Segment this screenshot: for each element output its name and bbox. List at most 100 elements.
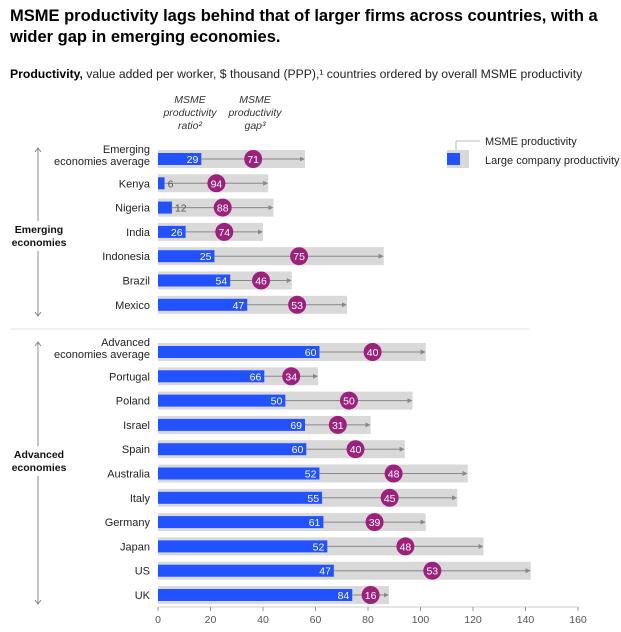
group-bracket-arrow-up bbox=[34, 147, 42, 153]
country-label: Advanced bbox=[101, 337, 150, 349]
ratio-label: 6 bbox=[168, 178, 174, 190]
msme-bar bbox=[158, 418, 305, 431]
msme-bar bbox=[158, 564, 334, 577]
gap-label: 39 bbox=[369, 517, 381, 529]
msme-bar bbox=[158, 491, 323, 504]
gap-label: 50 bbox=[343, 396, 355, 408]
gap-circle bbox=[252, 271, 271, 290]
country-label: economies average bbox=[54, 156, 150, 168]
ratio-label: 55 bbox=[307, 493, 319, 505]
msme-bar bbox=[158, 540, 328, 553]
ratio-label: 12 bbox=[175, 203, 187, 215]
x-axis-tick-label: 40 bbox=[257, 614, 269, 626]
ratio-label: 25 bbox=[200, 251, 212, 263]
gap-label: 48 bbox=[388, 469, 400, 481]
gap-circle bbox=[361, 586, 380, 604]
subtitle-bold: Productivity, bbox=[10, 67, 83, 81]
legend-large-label: Large company productivity bbox=[485, 155, 620, 167]
gap-circle bbox=[328, 415, 347, 434]
gap-circle bbox=[213, 198, 232, 217]
ratio-label: 52 bbox=[313, 541, 325, 553]
ratio-label: 84 bbox=[338, 590, 350, 602]
chart-subtitle: Productivity, value added per worker, $ … bbox=[10, 66, 615, 82]
x-axis-tick-label: 160 bbox=[569, 614, 587, 626]
legend-msme-swatch bbox=[447, 153, 460, 165]
msme-bar bbox=[158, 443, 307, 456]
gap-header-line: gap³ bbox=[244, 120, 266, 132]
ratio-label: 61 bbox=[309, 517, 321, 529]
chart-title: MSME productivity lags behind that of la… bbox=[10, 7, 598, 46]
ratio-label: 47 bbox=[319, 566, 331, 578]
gap-label: 31 bbox=[332, 420, 344, 432]
country-label: US bbox=[135, 566, 150, 578]
group-bracket-arrow-up bbox=[34, 341, 42, 347]
gap-label: 40 bbox=[367, 347, 379, 359]
msme-bar bbox=[158, 516, 324, 529]
x-axis-tick-label: 20 bbox=[205, 614, 217, 626]
ratio-label: 66 bbox=[250, 371, 262, 383]
gap-circle bbox=[282, 367, 301, 386]
x-axis-tick-label: 0 bbox=[155, 614, 161, 626]
gap-header-line: MSME bbox=[239, 94, 271, 106]
msme-bar bbox=[158, 298, 248, 311]
group-label-backdrop bbox=[6, 446, 74, 476]
msme-bar bbox=[158, 153, 202, 165]
gap-label: 46 bbox=[255, 276, 267, 288]
gap-label: 53 bbox=[426, 566, 438, 578]
gap-label: 16 bbox=[365, 590, 377, 602]
gap-circle bbox=[396, 537, 415, 556]
ratio-label: 60 bbox=[305, 347, 317, 359]
ratio-header-line: MSME bbox=[174, 94, 206, 106]
gap-circle bbox=[244, 150, 263, 168]
msme-bar bbox=[158, 274, 231, 287]
x-axis-tick-label: 80 bbox=[362, 614, 374, 626]
gap-header-line: productivity bbox=[227, 107, 282, 119]
gap-circle bbox=[290, 247, 309, 266]
group-bracket-arrow-down bbox=[34, 311, 42, 317]
gap-label: 48 bbox=[400, 541, 412, 553]
ratio-header-line: ratio² bbox=[178, 120, 202, 132]
ratio-label: 47 bbox=[233, 300, 245, 312]
msme-bar bbox=[158, 467, 320, 480]
msme-bar bbox=[158, 589, 353, 601]
country-label: economies average bbox=[54, 349, 150, 361]
country-label: UK bbox=[135, 590, 151, 602]
gap-label: 74 bbox=[218, 227, 230, 239]
ratio-header-line: productivity bbox=[162, 107, 217, 119]
gap-label: 53 bbox=[291, 300, 303, 312]
country-label: Germany bbox=[105, 517, 151, 529]
gap-circle bbox=[384, 464, 403, 483]
country-label: Mexico bbox=[115, 300, 150, 312]
msme-bar bbox=[158, 201, 172, 214]
group-bracket-arrow-down bbox=[34, 599, 42, 605]
country-label: Emerging bbox=[103, 144, 150, 156]
legend-msme-label: MSME productivity bbox=[485, 136, 577, 148]
ratio-label: 26 bbox=[171, 227, 183, 239]
country-label: Portugal bbox=[109, 371, 150, 383]
gap-label: 40 bbox=[350, 444, 362, 456]
gap-label: 45 bbox=[384, 493, 396, 505]
group-label: economies bbox=[12, 237, 67, 249]
ratio-label: 69 bbox=[290, 420, 302, 432]
ratio-label: 50 bbox=[271, 396, 283, 408]
x-axis-tick-label: 100 bbox=[412, 614, 430, 626]
country-label: India bbox=[126, 227, 151, 239]
gap-circle bbox=[346, 440, 365, 459]
country-label: Italy bbox=[130, 493, 151, 505]
gap-label: 88 bbox=[217, 203, 229, 215]
gap-circle bbox=[365, 513, 384, 532]
country-label: Brazil bbox=[122, 276, 150, 288]
msme-bar bbox=[158, 346, 320, 358]
msme-bar bbox=[158, 394, 286, 407]
x-axis-tick-label: 60 bbox=[310, 614, 322, 626]
gap-circle bbox=[363, 343, 382, 361]
ratio-label: 29 bbox=[187, 154, 199, 166]
msme-bar bbox=[158, 250, 215, 263]
country-label: Spain bbox=[122, 444, 150, 456]
gap-label: 34 bbox=[285, 371, 297, 383]
country-label: Nigeria bbox=[115, 203, 151, 215]
group-label: Emerging bbox=[15, 224, 63, 236]
country-label: Indonesia bbox=[102, 251, 151, 263]
gap-circle bbox=[380, 488, 399, 507]
